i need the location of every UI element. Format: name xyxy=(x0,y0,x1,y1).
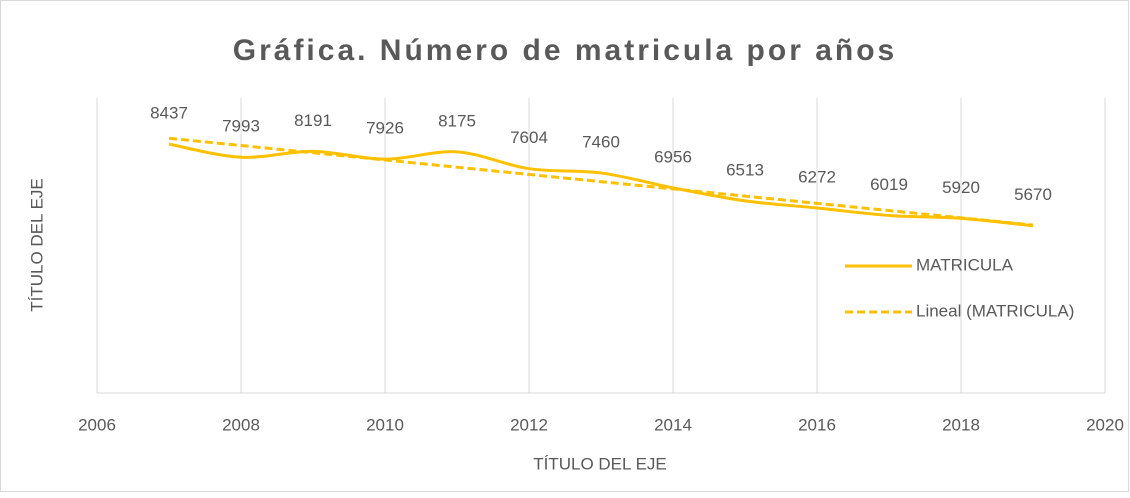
data-label: 5920 xyxy=(942,178,980,197)
data-label: 8191 xyxy=(294,111,332,130)
x-tick-label: 2014 xyxy=(654,415,692,434)
x-tick-label: 2012 xyxy=(510,415,548,434)
data-label: 7926 xyxy=(366,119,404,138)
legend-label: Lineal (MATRICULA) xyxy=(916,301,1074,320)
data-label: 6019 xyxy=(870,175,908,194)
data-label: 6513 xyxy=(726,160,764,179)
x-tick-label: 2018 xyxy=(942,415,980,434)
legend-label: MATRICULA xyxy=(916,255,1014,274)
data-label: 8175 xyxy=(438,111,476,130)
data-label: 7460 xyxy=(582,132,620,151)
x-tick-label: 2010 xyxy=(366,415,404,434)
data-label: 6956 xyxy=(654,147,692,166)
x-axis-label: TÍTULO DEL EJE xyxy=(533,454,667,473)
data-label: 7993 xyxy=(222,117,260,136)
data-label: 7604 xyxy=(510,128,548,147)
chart-title: Gráfica. Número de matricula por años xyxy=(233,34,898,67)
data-label: 5670 xyxy=(1014,185,1052,204)
x-tick-label: 2020 xyxy=(1086,415,1124,434)
x-tick-label: 2008 xyxy=(222,415,260,434)
series-line xyxy=(168,136,1034,227)
x-tick-label: 2016 xyxy=(798,415,836,434)
y-axis-label: TÍTULO DEL EJE xyxy=(27,178,46,312)
data-label: 8437 xyxy=(150,104,188,123)
x-tick-label: 2006 xyxy=(78,415,116,434)
data-label: 6272 xyxy=(798,167,836,186)
